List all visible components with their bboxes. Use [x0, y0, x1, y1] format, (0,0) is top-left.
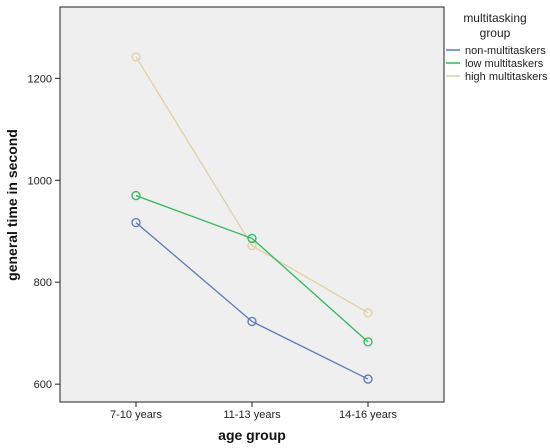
series-low-multitaskers	[131, 190, 373, 347]
legend-label: high multitaskers	[465, 71, 548, 83]
y-axis-title: general time in second	[4, 129, 20, 281]
series-high-multitaskers	[131, 52, 373, 318]
data-point	[247, 240, 257, 251]
y-tick-label: 600	[34, 379, 52, 391]
data-point	[131, 190, 141, 201]
data-point	[363, 374, 373, 384]
legend-label: non-multitaskers	[465, 45, 546, 57]
plot-area	[59, 6, 445, 403]
series-line	[135, 194, 369, 343]
y-tick-label: 800	[34, 277, 52, 289]
data-point	[247, 233, 257, 244]
x-tick-label: 7-10 years	[110, 409, 162, 421]
x-tick-label: 14-16 years	[339, 409, 398, 421]
data-point	[131, 52, 141, 62]
series-line	[135, 56, 369, 314]
legend-title-line-1: multitasking	[463, 11, 526, 25]
series-line	[135, 222, 369, 380]
x-axis: 7-10 years 11-13 years 14-16 years	[110, 402, 398, 421]
data-point	[131, 217, 141, 228]
x-axis-title: age group	[218, 427, 286, 443]
data-point	[363, 308, 373, 318]
series-non-multitaskers	[131, 217, 373, 384]
y-axis: 600 800 1000 1200	[28, 73, 60, 391]
y-tick-label: 1200	[28, 73, 52, 85]
legend-label: low multitaskers	[465, 58, 544, 70]
legend-title-line-2: group	[480, 26, 511, 40]
data-point	[363, 337, 373, 347]
data-point	[247, 316, 257, 327]
x-tick-label: 11-13 years	[223, 409, 281, 421]
y-tick-label: 1000	[28, 175, 52, 187]
series-group	[131, 52, 373, 384]
